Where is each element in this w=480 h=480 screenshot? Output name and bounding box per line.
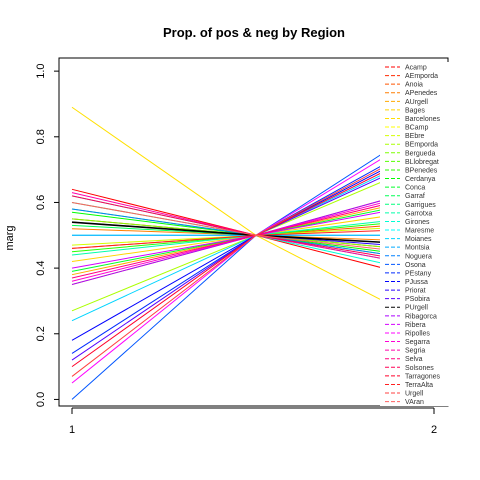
y-tick-label: 0.2 <box>35 326 47 341</box>
legend-entry: TerraAlta <box>405 382 433 389</box>
legend-entry: Tarragones <box>405 373 441 380</box>
legend-entry: BEmporda <box>405 142 438 149</box>
legend-entry: Ribera <box>405 322 426 329</box>
x-tick-label: 1 <box>69 424 75 436</box>
series-line-ripolles <box>71 126 435 384</box>
legend-entry: BLlobregat <box>405 159 439 166</box>
legend-entry: PEstany <box>405 270 432 277</box>
legend-entry: Selva <box>405 356 423 363</box>
legend-entry: Anoia <box>405 82 423 89</box>
y-axis-label: marg <box>4 225 16 250</box>
legend-entry: Moianes <box>405 236 432 243</box>
legend-entry: BEbre <box>405 133 425 140</box>
legend-entry: Garrotxa <box>405 210 432 217</box>
legend-entry: Urgell <box>405 391 424 398</box>
y-tick-label: 0.8 <box>35 129 47 144</box>
legend-entry: Conca <box>405 185 425 192</box>
legend-entry: AUrgell <box>405 99 428 106</box>
legend-box <box>380 62 450 406</box>
legend-entry: AEmporda <box>405 73 438 80</box>
y-tick-label: 0.6 <box>35 195 47 210</box>
legend-entry: PUrgell <box>405 305 428 312</box>
legend-entry: Garraf <box>405 193 425 200</box>
legend-entry: BCamp <box>405 125 428 132</box>
legend-entry: Ripolles <box>405 330 430 337</box>
legend-entry: Segarra <box>405 339 430 346</box>
series-lines <box>71 106 435 400</box>
legend-entry: APenedes <box>405 90 438 97</box>
y-tick-label: 0.0 <box>35 392 47 407</box>
y-tick-label: 0.4 <box>35 260 47 275</box>
y-tick-label: 1.0 <box>35 63 47 78</box>
legend-entry: PJussa <box>405 279 428 286</box>
legend-entry: Osona <box>405 262 426 269</box>
series-line-varan <box>71 201 435 256</box>
legend-entry: BPenedes <box>405 167 438 174</box>
legend-entry: Girones <box>405 219 430 226</box>
legend-entry: PSobira <box>405 296 430 303</box>
legend-entry: Priorat <box>405 288 426 295</box>
series-line-tarragones <box>71 146 435 368</box>
chart-title: Prop. of pos & neg by Region <box>163 25 345 40</box>
legend-entry: Segria <box>405 348 425 355</box>
legend-entry: VAran <box>405 399 424 406</box>
legend-entry: Noguera <box>405 253 432 260</box>
series-line-psobira <box>71 152 435 361</box>
legend-entry: Barcelones <box>405 116 441 123</box>
legend-entry: Ribagorca <box>405 313 437 320</box>
y-axis: 0.0 0.2 0.4 0.6 0.8 1.0 <box>35 63 59 407</box>
series-line-osona <box>71 119 435 400</box>
legend-entry: Bages <box>405 107 425 114</box>
legend-entry: Bergueda <box>405 150 435 157</box>
legend-entry: Cerdanya <box>405 176 435 183</box>
legend-entry: Maresme <box>405 228 434 235</box>
legend-entry: Montsia <box>405 245 430 252</box>
legend-entry: Solsones <box>405 365 434 372</box>
x-tick-label: 2 <box>431 424 437 436</box>
legend-entry: Acamp <box>405 65 427 72</box>
legend-entry: Garrigues <box>405 202 436 209</box>
